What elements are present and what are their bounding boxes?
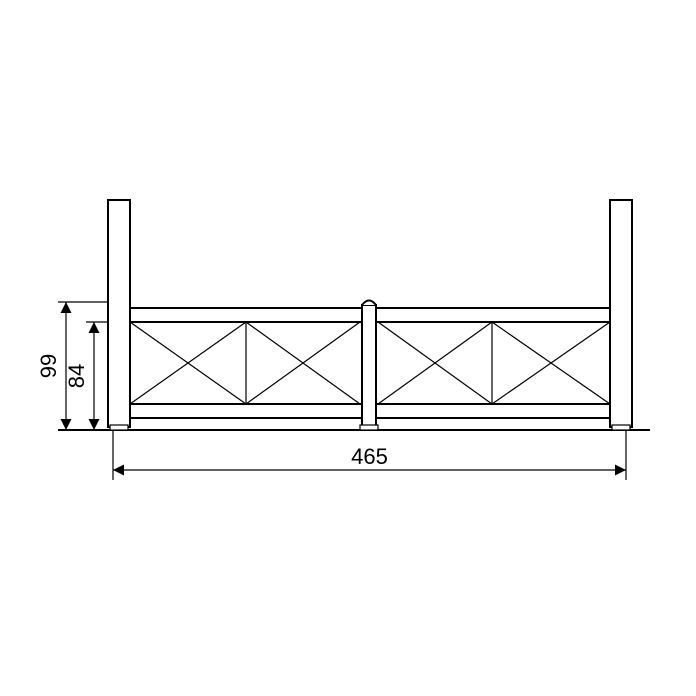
technical-drawing: 465 9984 [0, 0, 696, 696]
dim-height-inner-label: 84 [64, 364, 89, 388]
dim-height-outer-label: 99 [36, 354, 61, 378]
dim-width-label: 465 [351, 444, 388, 469]
